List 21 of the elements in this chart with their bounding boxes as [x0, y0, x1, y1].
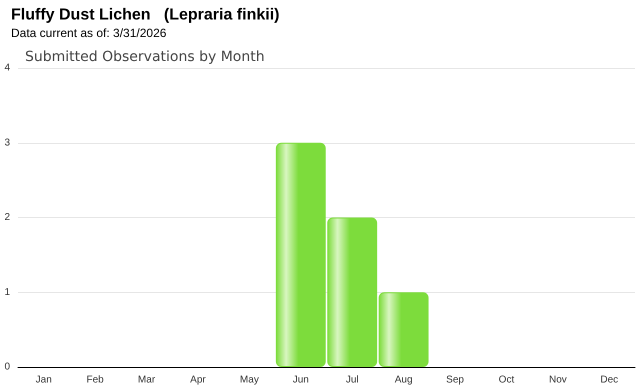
x-tick-label: Jun — [292, 374, 309, 386]
x-tick-label: Nov — [548, 374, 567, 386]
x-tick-label: Aug — [394, 374, 413, 386]
y-tick-label: 1 — [4, 286, 10, 298]
x-tick-label: Feb — [86, 374, 104, 386]
x-tick-label: Mar — [138, 374, 156, 386]
chart-title: Fluffy Dust Lichen (Lepraria finkii) — [11, 6, 280, 24]
x-tick-label: Jul — [346, 374, 359, 386]
y-tick-label: 4 — [4, 62, 10, 74]
y-tick-label: 0 — [4, 362, 10, 372]
x-tick-label: Oct — [498, 374, 514, 386]
x-tick-label: Apr — [190, 374, 206, 386]
chart-subtitle: Data current as of: 3/31/2026 — [11, 26, 167, 40]
x-tick-label: Dec — [600, 374, 618, 386]
y-tick-label: 2 — [4, 212, 10, 223]
y-tick-label: 3 — [4, 137, 10, 148]
text: Submitted Observations by Month — [25, 49, 265, 65]
x-tick-label: Sep — [446, 374, 464, 386]
bar — [276, 142, 326, 367]
x-tick-label: May — [240, 374, 259, 386]
x-tick-label: Jan — [36, 374, 52, 386]
